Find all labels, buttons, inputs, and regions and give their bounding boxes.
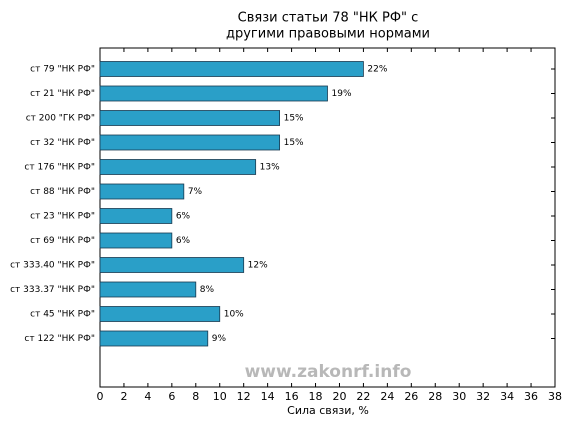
x-tick-label: 16 bbox=[285, 390, 299, 403]
x-tick-label: 8 bbox=[192, 390, 199, 403]
x-tick-label: 10 bbox=[213, 390, 227, 403]
x-tick-label: 14 bbox=[261, 390, 275, 403]
x-tick-label: 20 bbox=[332, 390, 346, 403]
x-tick-label: 2 bbox=[120, 390, 127, 403]
value-label: 15% bbox=[284, 138, 304, 148]
x-tick-label: 28 bbox=[428, 390, 442, 403]
y-tick-label: ст 333.37 "НК РФ" bbox=[10, 285, 95, 295]
y-tick-label: ст 23 "НК РФ" bbox=[30, 212, 95, 222]
y-tick-label: ст 88 "НК РФ" bbox=[30, 187, 95, 197]
x-axis-label: Сила связи, % bbox=[287, 404, 369, 417]
bar bbox=[99, 61, 364, 77]
value-label: 19% bbox=[332, 89, 352, 99]
value-label: 13% bbox=[260, 163, 280, 173]
value-label: 7% bbox=[188, 187, 203, 197]
value-label: 8% bbox=[200, 285, 215, 295]
value-label: 6% bbox=[176, 236, 191, 246]
y-tick-label: ст 200 "ГК РФ" bbox=[26, 114, 95, 124]
bar bbox=[99, 110, 281, 126]
bar bbox=[99, 232, 173, 249]
bar bbox=[99, 306, 221, 322]
value-label: 22% bbox=[367, 65, 387, 75]
x-tick-label: 36 bbox=[524, 390, 538, 403]
x-tick-label: 38 bbox=[548, 390, 562, 403]
y-tick-label: ст 21 "НК РФ" bbox=[30, 89, 95, 99]
value-label: 12% bbox=[248, 261, 268, 271]
x-tick-label: 0 bbox=[97, 390, 104, 403]
x-tick-label: 24 bbox=[380, 390, 394, 403]
y-tick-label: ст 45 "НК РФ" bbox=[30, 310, 95, 320]
y-tick-label: ст 122 "НК РФ" bbox=[24, 334, 95, 344]
y-tick-label: ст 79 "НК РФ" bbox=[30, 65, 95, 75]
x-tick-label: 4 bbox=[144, 390, 151, 403]
x-tick-label: 34 bbox=[500, 390, 514, 403]
bar bbox=[99, 159, 257, 175]
y-tick-label: ст 32 "НК РФ" bbox=[30, 138, 95, 148]
chart-title: Связи статьи 78 "НК РФ" с bbox=[238, 11, 419, 26]
y-tick-label: ст 333.40 "НК РФ" bbox=[10, 261, 95, 271]
bar bbox=[99, 134, 281, 151]
x-tick-label: 6 bbox=[168, 390, 175, 403]
watermark: www.zakonrf.info bbox=[245, 362, 412, 382]
x-tick-label: 12 bbox=[237, 390, 251, 403]
x-tick-label: 30 bbox=[452, 390, 466, 403]
bar bbox=[99, 85, 328, 102]
bar bbox=[99, 281, 197, 298]
value-label: 6% bbox=[176, 212, 191, 222]
bar bbox=[99, 330, 209, 347]
x-tick-label: 18 bbox=[309, 390, 323, 403]
value-label: 10% bbox=[224, 310, 244, 320]
x-tick-label: 26 bbox=[404, 390, 418, 403]
value-label: 15% bbox=[284, 114, 304, 124]
y-tick-label: ст 176 "НК РФ" bbox=[24, 163, 95, 173]
x-tick-label: 22 bbox=[356, 390, 370, 403]
x-tick-label: 32 bbox=[476, 390, 490, 403]
bar bbox=[99, 208, 173, 224]
bar bbox=[99, 183, 185, 200]
chart-title: другими правовыми нормами bbox=[226, 27, 430, 42]
value-label: 9% bbox=[212, 334, 227, 344]
y-tick-label: ст 69 "НК РФ" bbox=[30, 236, 95, 246]
bar bbox=[99, 257, 245, 273]
